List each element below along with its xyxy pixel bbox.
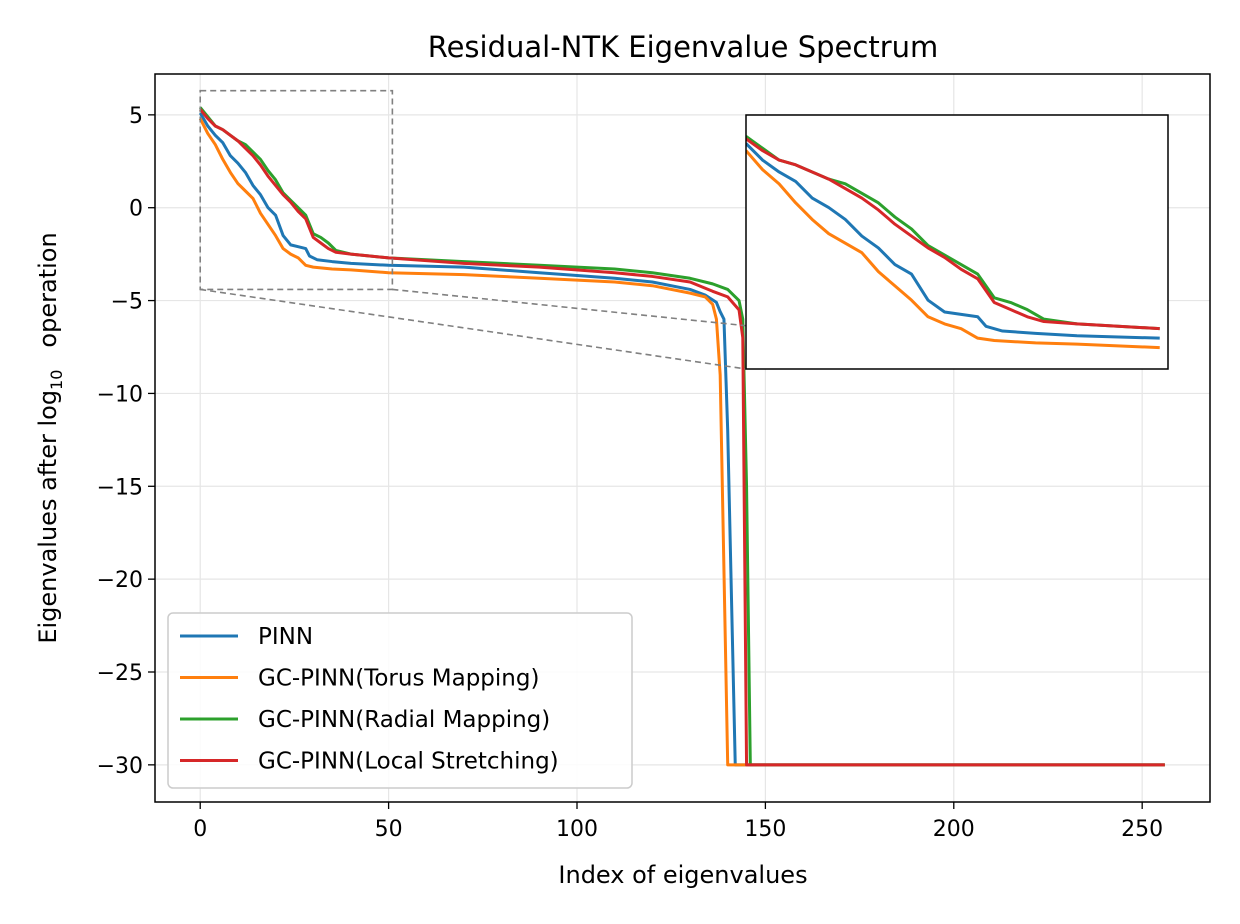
inset-frame [745, 114, 1169, 370]
zoom-indicator [199, 89, 1169, 370]
legend-label: GC-PINN(Torus Mapping) [258, 666, 539, 692]
x-axis-ticks: 0 50 100 150 200 250 [193, 802, 1163, 842]
y-axis-label: Eigenvalues after log10 operation [34, 232, 66, 643]
y-tick-label: 0 [129, 197, 143, 222]
y-tick-label: −25 [97, 661, 143, 686]
x-tick-label: 250 [1121, 817, 1163, 842]
y-axis-label-suffix: operation [34, 232, 62, 347]
chart-title: Residual-NTK Eigenvalue Spectrum [428, 30, 939, 64]
series-line [198, 117, 1165, 767]
inset-series-line [746, 142, 1160, 340]
legend: PINN GC-PINN(Torus Mapping) GC-PINN(Radial… [167, 612, 633, 789]
series-line [199, 108, 1165, 767]
inset-axes [745, 114, 1169, 370]
x-tick-label: 100 [556, 817, 598, 842]
main-series-group [198, 106, 1165, 767]
y-axis-label-subscript: 10 [47, 370, 66, 390]
y-tick-label: −5 [111, 290, 143, 315]
series-line [198, 112, 1165, 767]
y-tick-label: −15 [97, 475, 143, 500]
x-tick-label: 50 [375, 817, 403, 842]
inset-series-group [746, 135, 1160, 350]
x-tick-label: 200 [933, 817, 975, 842]
zoom-region-box [199, 89, 394, 291]
legend-box [167, 612, 633, 789]
y-tick-label: −30 [97, 754, 143, 779]
zoom-connector-line [200, 288, 747, 370]
y-axis-label-prefix: Eigenvalues after log [34, 390, 62, 644]
x-axis-label: Index of eigenvalues [558, 861, 807, 889]
plot-frame [154, 73, 1211, 803]
y-tick-label: −10 [97, 382, 143, 407]
y-tick-label: 5 [129, 104, 143, 129]
inset-series-line [746, 137, 1160, 331]
y-tick-label: −20 [97, 568, 143, 593]
x-tick-label: 0 [193, 817, 207, 842]
inset-background [746, 115, 1168, 369]
legend-label: GC-PINN(Radial Mapping) [258, 707, 550, 733]
inset-series-line [746, 149, 1160, 350]
x-tick-label: 150 [744, 817, 786, 842]
legend-label: PINN [258, 624, 313, 650]
legend-label: GC-PINN(Local Stretching) [258, 749, 559, 775]
y-axis-ticks: 5 0 −5 −10 −15 −20 −25 −30 [97, 104, 155, 779]
